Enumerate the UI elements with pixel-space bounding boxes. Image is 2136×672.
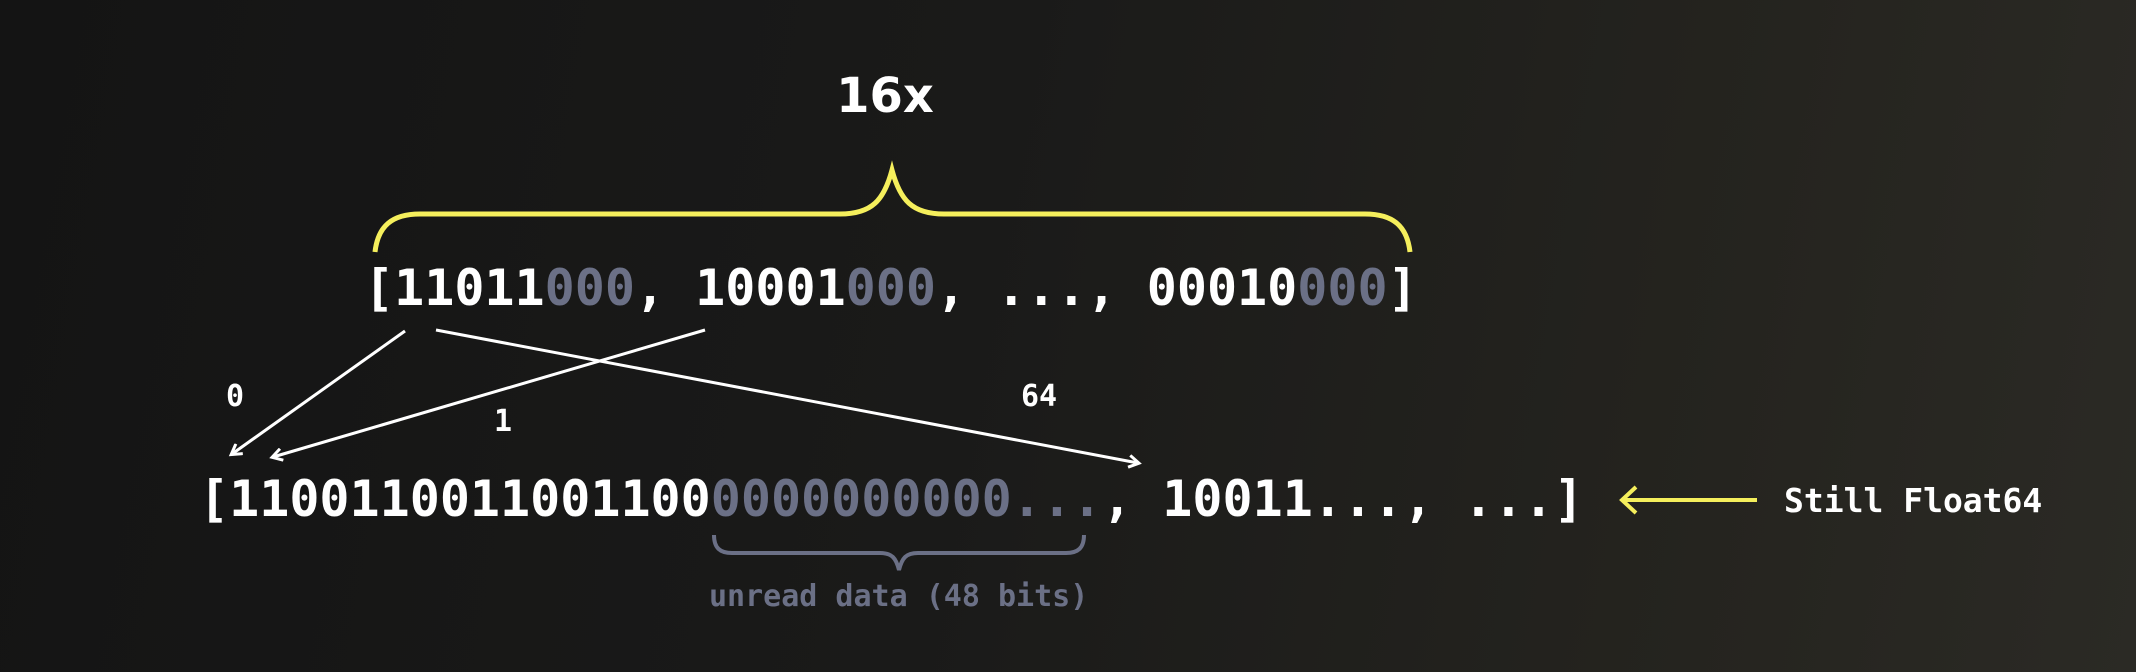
arrow-left-icon: [1619, 485, 1757, 515]
byte-padding: 000: [544, 259, 635, 317]
unread-bits: 0000000000: [710, 470, 1012, 528]
bracket: [: [199, 470, 230, 528]
arrow-64: [435, 328, 1138, 463]
byte-bits: 00010: [1146, 259, 1298, 317]
top-brace-icon: [372, 160, 1413, 253]
byte-bits: 10001: [695, 259, 846, 317]
byte-bits: 11011: [394, 259, 545, 317]
byte-padding: 000: [1297, 259, 1388, 317]
arrow-0: [232, 329, 406, 454]
arrow-label-64: 64: [1021, 379, 1058, 414]
arrow-label-0: 0: [226, 379, 245, 414]
read-bits: 1100110011001100: [229, 470, 711, 528]
side-label: Still Float64: [1784, 481, 2043, 520]
array-rest: , 10011..., ...: [1102, 470, 1554, 528]
repeat-count-label: 16x: [836, 68, 934, 124]
ellipsis: ...: [996, 259, 1087, 317]
separator: ,: [935, 259, 997, 317]
bracket: ]: [1387, 259, 1418, 317]
arrow-label-1: 1: [494, 404, 513, 439]
separator: ,: [634, 259, 696, 317]
float64-array: [11001100110011000000000000..., 10011...…: [199, 474, 1584, 524]
byte-padding: 000: [845, 259, 936, 317]
separator: ,: [1086, 259, 1147, 317]
bracket: ]: [1553, 470, 1584, 528]
arrow-1: [273, 328, 706, 457]
bracket: [: [364, 259, 395, 317]
unread-brace-icon: [712, 534, 1086, 571]
unread-ellipsis: ...: [1011, 470, 1103, 528]
unread-data-label: unread data (48 bits): [709, 579, 1089, 614]
packed-array: [11011000, 10001000, ..., 00010000]: [364, 263, 1418, 313]
